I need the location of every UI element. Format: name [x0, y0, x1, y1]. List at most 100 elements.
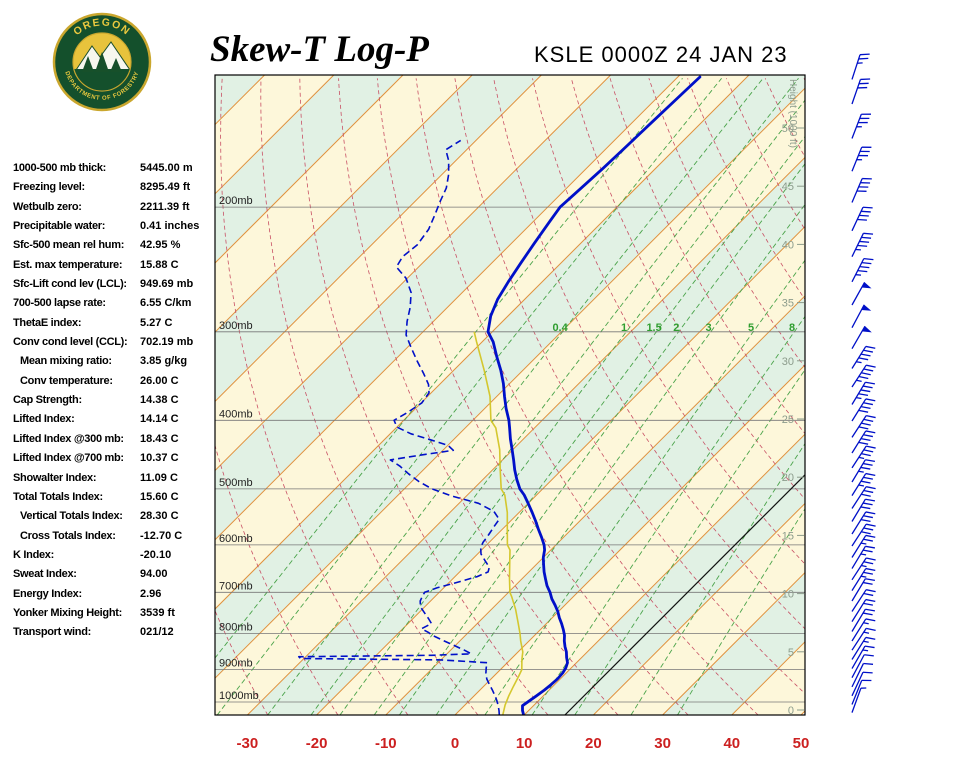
index-label: Total Totals Index:	[13, 490, 103, 503]
index-value: 42.95 %	[140, 239, 181, 252]
index-value: 021/12	[140, 626, 174, 639]
x-axis-tick-label: -30	[237, 735, 259, 752]
index-row: Transport wind: 021/12	[13, 626, 215, 645]
index-value: 15.88 C	[140, 258, 179, 271]
index-value: 3539 ft	[140, 606, 175, 619]
height-tick-label: 20	[782, 472, 794, 484]
index-row: Total Totals Index: 15.60 C	[13, 491, 215, 510]
index-row: Sfc-Lift cond lev (LCL): 949.69 mb	[13, 278, 215, 297]
wetbulb-curve	[473, 331, 524, 715]
index-value: 26.00 C	[140, 374, 179, 387]
page-title: Skew-T Log-P	[210, 29, 429, 70]
mixing-ratio-label: 1.5	[646, 322, 661, 334]
pressure-label: 300mb	[219, 320, 253, 332]
index-row: Lifted Index: 14.14 C	[13, 413, 215, 432]
index-value: 10.37 C	[140, 452, 179, 465]
index-label: Mean mixing ratio:	[20, 355, 112, 368]
index-label: Transport wind:	[13, 626, 92, 639]
index-value: 3.85 g/kg	[140, 355, 188, 368]
index-label: Conv cond level (CCL):	[13, 336, 128, 349]
index-label: Wetbulb zero:	[13, 200, 82, 213]
index-value: -20.10	[140, 548, 172, 561]
index-row: Cross Totals Index: -12.70 C	[13, 530, 215, 549]
index-label: 1000-500 mb thick:	[13, 162, 107, 174]
height-tick-label: 40	[782, 239, 794, 251]
index-value: -12.70 C	[140, 529, 183, 542]
index-label: Yonker Mixing Height:	[13, 606, 123, 619]
index-row: Freezing level: 8295.49 ft	[13, 181, 215, 200]
index-value: 5445.00 m	[140, 162, 193, 174]
index-row: Est. max temperature: 15.88 C	[13, 259, 215, 278]
odf-logo-svg: OREGON DEPARTMENT OF FORESTRY	[52, 12, 152, 112]
index-value: 8295.49 ft	[140, 181, 191, 194]
station-datetime: KSLE 0000Z 24 JAN 23	[534, 42, 788, 67]
index-row: K Index: -20.10	[13, 549, 215, 568]
x-axis-tick-label: -10	[375, 735, 397, 752]
plot-area: 0.4 1 1.5 2 3 5 8	[215, 75, 805, 715]
indices-panel: 1000-500 mb thick: 5445.00 m Freezing leve…	[13, 162, 215, 646]
pressure-label: 600mb	[219, 533, 253, 545]
index-label: Sweat Index:	[13, 568, 77, 581]
index-row: Conv temperature: 26.00 C	[13, 375, 215, 394]
pressure-label: 500mb	[219, 477, 253, 489]
index-value: 94.00	[140, 568, 168, 581]
index-label: Sfc-500 mean rel hum:	[13, 239, 125, 252]
index-row: 1000-500 mb thick: 5445.00 m	[13, 162, 215, 181]
index-value: 11.09 C	[140, 471, 178, 484]
index-label: Est. max temperature:	[13, 258, 123, 271]
pressure-label: 700mb	[219, 580, 253, 592]
index-row: Yonker Mixing Height: 3539 ft	[13, 607, 215, 626]
mixing-ratio-label: 8	[789, 322, 795, 334]
index-value: 0.41 inches	[140, 220, 200, 233]
index-row: ThetaE index: 5.27 C	[13, 317, 215, 336]
index-row: Sfc-500 mean rel hum: 42.95 %	[13, 239, 215, 258]
odf-logo: OREGON DEPARTMENT OF FORESTRY	[52, 12, 152, 112]
temperature-curve	[486, 75, 702, 715]
x-axis-tick-label: 40	[723, 735, 740, 752]
x-axis-tick-label: 10	[516, 735, 533, 752]
index-value: 702.19 mb	[140, 336, 194, 349]
index-label: Showalter Index:	[13, 471, 97, 484]
logo-forest-art	[73, 41, 131, 91]
wind-barbs	[851, 53, 876, 713]
index-label: Lifted Index:	[13, 413, 75, 426]
index-row: Cap Strength: 14.38 C	[13, 394, 215, 413]
mixing-ratio-label: 2	[673, 322, 679, 334]
index-label: Vertical Totals Index:	[20, 510, 123, 523]
index-value: 2211.39 ft	[140, 200, 190, 213]
index-row: Wetbulb zero: 2211.39 ft	[13, 201, 215, 220]
pressure-label: 400mb	[219, 408, 253, 420]
height-tick-label: 25	[782, 414, 794, 426]
index-value: 2.96	[140, 587, 162, 600]
index-row: Energy Index: 2.96	[13, 588, 215, 607]
index-label: Cross Totals Index:	[20, 529, 116, 542]
height-axis-title: Height (1000 ft)	[787, 79, 798, 148]
chart-border	[214, 74, 806, 716]
index-label: 700-500 lapse rate:	[13, 297, 106, 310]
index-label: Lifted Index @700 mb:	[13, 452, 124, 465]
index-label: Cap Strength:	[13, 394, 82, 407]
index-value: 6.55 C/km	[140, 297, 192, 310]
x-axis-tick-label: 20	[585, 735, 602, 752]
height-tick-label: 15	[782, 530, 794, 542]
pressure-label: 800mb	[219, 621, 253, 633]
index-value: 5.27 C	[140, 316, 173, 329]
dewpoint-curve	[297, 139, 501, 715]
index-value: 15.60 C	[140, 490, 179, 503]
index-label: Energy Index:	[13, 587, 82, 600]
x-axis-tick-label: 30	[654, 735, 671, 752]
mixing-ratio-label: 1	[621, 322, 627, 334]
index-label: Precipitable water:	[13, 220, 106, 233]
index-label: Sfc-Lift cond lev (LCL):	[13, 278, 127, 291]
height-tick-label: 35	[782, 298, 794, 310]
height-tick-label: 45	[782, 181, 794, 193]
height-tick-label: 30	[782, 356, 794, 368]
index-value: 28.30 C	[140, 510, 179, 523]
index-row: Vertical Totals Index: 28.30 C	[13, 510, 215, 529]
height-tick-label: 0	[788, 705, 794, 717]
index-label: Freezing level:	[13, 181, 85, 194]
index-label: ThetaE index:	[13, 316, 82, 329]
pressure-label: 900mb	[219, 658, 253, 670]
index-row: 700-500 lapse rate: 6.55 C/km	[13, 297, 215, 316]
